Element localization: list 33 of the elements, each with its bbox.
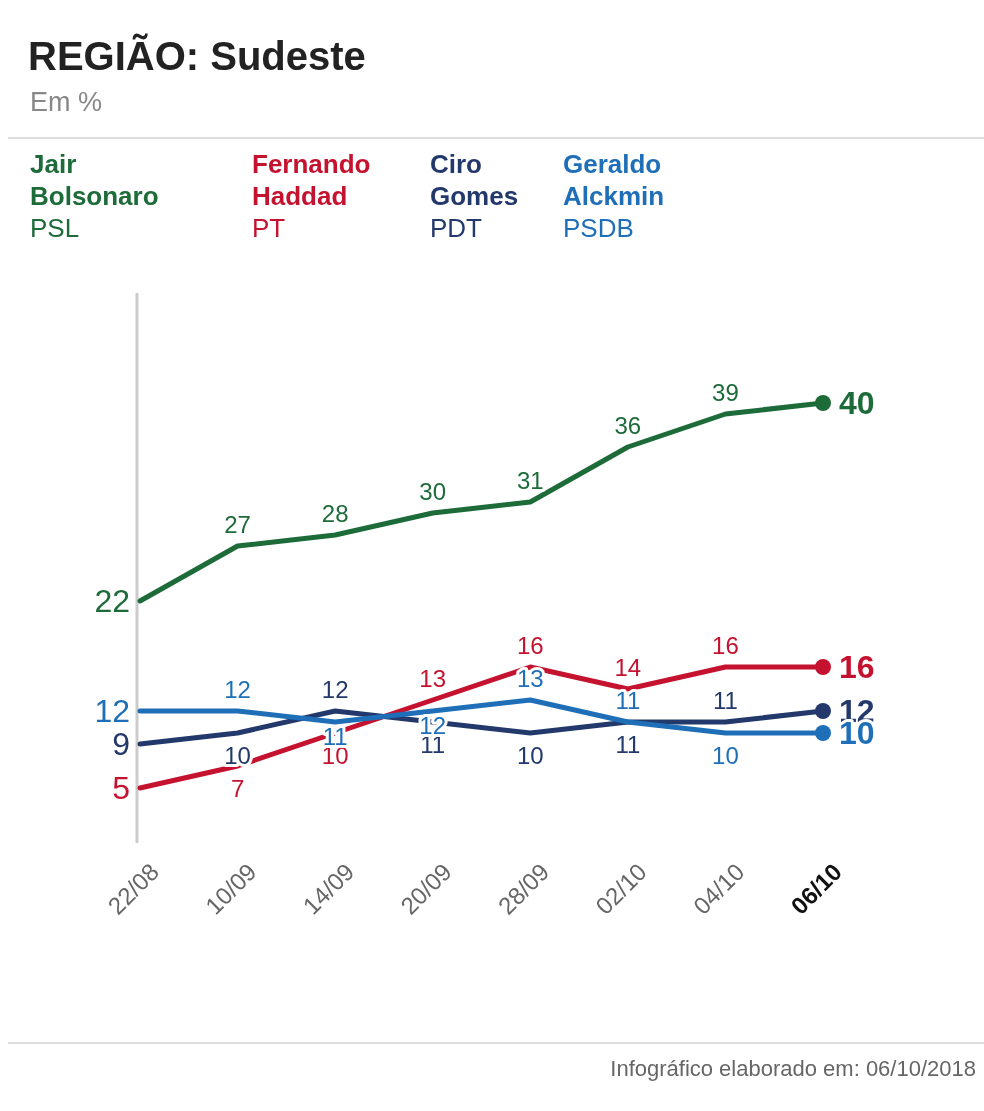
data-label: 11 xyxy=(712,686,738,714)
chart-subtitle: Em % xyxy=(30,87,103,117)
data-label: 28 xyxy=(321,499,349,527)
data-label: 7 xyxy=(230,774,245,802)
data-label: 40 xyxy=(839,385,875,421)
data-label: 5 xyxy=(112,770,130,806)
text: Jair Bolsonaro PSL xyxy=(30,149,159,243)
data-label: 14 xyxy=(614,653,642,681)
data-label: 11 xyxy=(615,730,641,758)
data-label: 11 xyxy=(615,686,641,714)
data-label: 12 xyxy=(321,675,349,703)
data-label: 30 xyxy=(419,477,447,505)
data-label: 13 xyxy=(516,664,544,692)
data-label: 27 xyxy=(224,510,251,538)
data-label: 16 xyxy=(712,631,739,659)
data-label: 16 xyxy=(839,649,875,685)
text: Ciro Gomes PDT xyxy=(430,149,519,243)
data-label: 10 xyxy=(224,741,251,769)
data-label: 39 xyxy=(712,378,739,406)
data-label: 13 xyxy=(419,664,447,692)
data-label: 12 xyxy=(94,693,130,729)
data-label: 9 xyxy=(112,726,130,762)
data-label: 36 xyxy=(614,411,642,439)
data-label: 31 xyxy=(516,466,544,494)
text: Infográfico elaborado em: 06/10/2018 xyxy=(610,1056,976,1081)
data-label: 22 xyxy=(94,583,130,619)
data-label: 10 xyxy=(712,741,739,769)
chart-title: REGIÃO: Sudeste xyxy=(28,33,366,78)
text: Geraldo Alckmin PSDB xyxy=(563,149,665,243)
text: Fernando Haddad PT xyxy=(252,149,371,243)
data-label: 16 xyxy=(516,631,544,659)
data-label: 10 xyxy=(516,741,544,769)
data-label: 12 xyxy=(224,675,251,703)
